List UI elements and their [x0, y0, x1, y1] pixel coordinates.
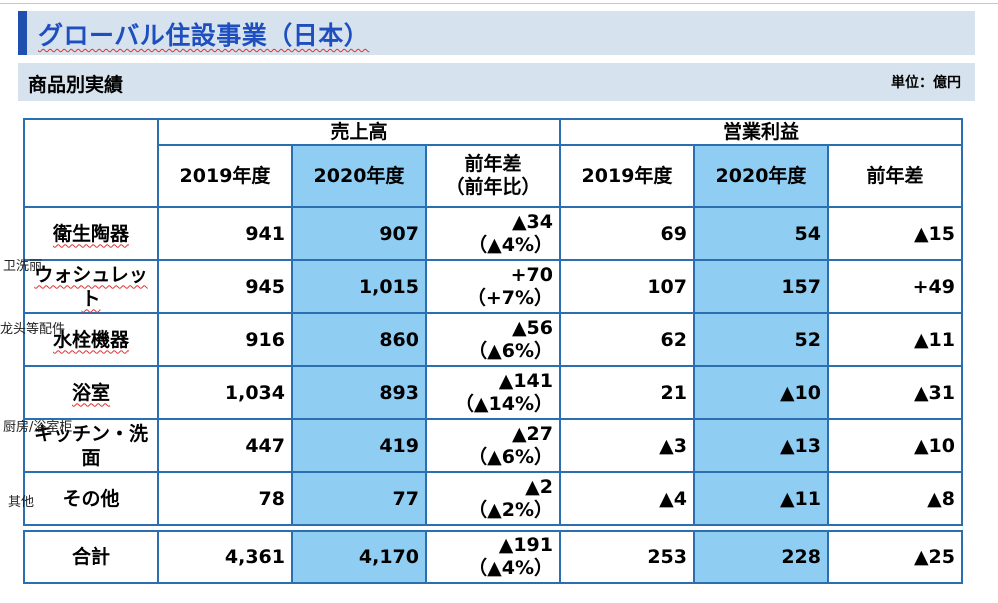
sales-ratio-value: （▲2%）: [468, 498, 553, 521]
total-sales-ratio-value: （▲4%）: [468, 557, 553, 579]
op-profit-group-header: 営業利益: [559, 118, 963, 146]
op-2019-cell: ▲4: [559, 471, 695, 526]
sales-diff-header-line1: 前年差: [464, 153, 522, 175]
title-bar: グローバル住設事業（日本）: [18, 11, 975, 55]
sales-group-header: 売上高: [157, 118, 561, 146]
sales-ratio-value: （▲4%）: [468, 233, 553, 256]
table-row: キッチン・洗面 447 419 ▲27 （▲6%） ▲3 ▲13 ▲10: [23, 418, 963, 473]
op-diff-cell: ▲11: [827, 312, 963, 367]
row-label: その他: [62, 487, 120, 510]
sales-2019-cell: 916: [157, 312, 293, 367]
sales-2019-cell: 78: [157, 471, 293, 526]
row-label: 水栓機器: [52, 328, 129, 351]
total-op-diff-cell: ▲25: [827, 530, 963, 584]
total-op-2020-cell: 228: [693, 530, 829, 584]
total-sales-diff-value: ▲191: [498, 534, 553, 556]
sales-2019-cell: 941: [157, 206, 293, 261]
annotation-label: 卫洗丽: [3, 259, 43, 274]
page-title: グローバル住設事業（日本）: [38, 21, 370, 50]
table-row: 衛生陶器 941 907 ▲34 （▲4%） 69 54 ▲15: [23, 206, 963, 261]
sales-2019-cell: 1,034: [157, 365, 293, 420]
top-rule: [0, 3, 998, 4]
sales-diff-value: ▲2: [525, 475, 553, 498]
sales-diff-cell: +70 （+7%）: [425, 259, 561, 314]
sales-2020-cell: 893: [291, 365, 427, 420]
op-diff-cell: +49: [827, 259, 963, 314]
sales-diff-value: ▲34: [511, 210, 553, 233]
total-row: 合計 4,361 4,170 ▲191 （▲4%） 253 228 ▲25: [23, 530, 963, 584]
total-sales-diff-cell: ▲191 （▲4%）: [425, 530, 561, 584]
sales-ratio-value: （▲6%）: [468, 339, 553, 362]
sales-diff-header-line2: （前年比）: [445, 176, 541, 198]
op-diff-cell: ▲8: [827, 471, 963, 526]
op-diff-cell: ▲31: [827, 365, 963, 420]
sales-diff-value: ▲56: [511, 316, 553, 339]
sales-diff-cell: ▲141 （▲14%）: [425, 365, 561, 420]
results-table: 売上高 営業利益 2019年度 2020年度 前年差 （前年比） 2019年度 …: [23, 118, 963, 584]
op-2020-cell: 52: [693, 312, 829, 367]
op-2019-cell: 21: [559, 365, 695, 420]
sales-2019-header: 2019年度: [157, 144, 293, 208]
annotation-label: 厨房/浴室柜: [3, 420, 73, 435]
table-row: 浴室 1,034 893 ▲141 （▲14%） 21 ▲10 ▲31: [23, 365, 963, 420]
sales-ratio-value: （+7%）: [466, 286, 553, 309]
sales-2019-cell: 945: [157, 259, 293, 314]
op-2019-header: 2019年度: [559, 144, 695, 208]
sales-2020-cell: 77: [291, 471, 427, 526]
sales-diff-cell: ▲34 （▲4%）: [425, 206, 561, 261]
op-2020-cell: ▲13: [693, 418, 829, 473]
op-2020-cell: 157: [693, 259, 829, 314]
unit-label: 単位：億円: [891, 75, 961, 91]
sales-diff-value: ▲27: [511, 422, 553, 445]
table-row: ウォシュレット 945 1,015 +70 （+7%） 107 157 +49: [23, 259, 963, 314]
op-2019-cell: 107: [559, 259, 695, 314]
row-label: 浴室: [71, 381, 110, 404]
total-op-2019-cell: 253: [559, 530, 695, 584]
annotation-label: 龙头等配件: [0, 322, 66, 337]
title-accent-bar: [18, 11, 27, 55]
op-2019-cell: 62: [559, 312, 695, 367]
op-2019-cell: ▲3: [559, 418, 695, 473]
op-diff-cell: ▲15: [827, 206, 963, 261]
op-2020-cell: ▲11: [693, 471, 829, 526]
sales-ratio-value: （▲6%）: [468, 445, 553, 468]
column-header-row: 2019年度 2020年度 前年差 （前年比） 2019年度 2020年度 前年…: [24, 144, 963, 208]
total-sales-2019-cell: 4,361: [157, 530, 293, 584]
sales-2020-cell: 860: [291, 312, 427, 367]
subtitle-bar: 商品別実績 単位：億円: [18, 63, 975, 101]
row-label: 衛生陶器: [52, 222, 129, 245]
sales-2020-cell: 907: [291, 206, 427, 261]
sales-diff-cell: ▲2 （▲2%）: [425, 471, 561, 526]
sales-diff-cell: ▲56 （▲6%）: [425, 312, 561, 367]
sales-diff-header: 前年差 （前年比）: [425, 144, 561, 208]
row-label: キッチン・洗面: [33, 422, 148, 469]
op-2020-cell: 54: [693, 206, 829, 261]
op-2020-header: 2020年度: [693, 144, 829, 208]
row-label: ウォシュレット: [34, 263, 148, 310]
annotation-label: 其他: [8, 495, 35, 510]
total-sales-2020-cell: 4,170: [291, 530, 427, 584]
sales-2020-cell: 1,015: [291, 259, 427, 314]
sales-2020-cell: 419: [291, 418, 427, 473]
op-2019-cell: 69: [559, 206, 695, 261]
sales-2019-cell: 447: [157, 418, 293, 473]
op-diff-header: 前年差: [827, 144, 963, 208]
sales-ratio-value: （▲14%）: [454, 392, 553, 415]
sales-diff-cell: ▲27 （▲6%）: [425, 418, 561, 473]
op-diff-cell: ▲10: [827, 418, 963, 473]
op-2020-cell: ▲10: [693, 365, 829, 420]
sales-diff-value: ▲141: [498, 369, 553, 392]
sales-2020-header: 2020年度: [291, 144, 427, 208]
sales-diff-value: +70: [510, 263, 553, 286]
section-title: 商品別実績: [28, 74, 124, 96]
group-header-row: 売上高 営業利益: [23, 118, 963, 208]
table-row: 水栓機器 916 860 ▲56 （▲6%） 62 52 ▲11: [23, 312, 963, 367]
table-row: その他 78 77 ▲2 （▲2%） ▲4 ▲11 ▲8: [23, 471, 963, 526]
corner-cell: [23, 118, 159, 208]
total-label: 合計: [23, 530, 159, 584]
